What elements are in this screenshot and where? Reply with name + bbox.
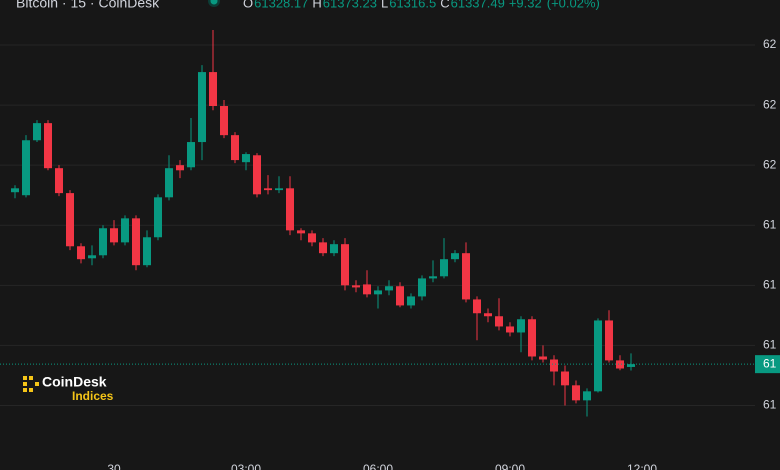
candle-body bbox=[308, 233, 316, 243]
candle-body bbox=[231, 135, 239, 161]
ohlc-value: 61316.5 bbox=[389, 0, 436, 10]
candle-body bbox=[484, 313, 492, 317]
candle-body bbox=[429, 276, 437, 279]
candle-body bbox=[539, 356, 547, 360]
x-tick-label: 12:00 bbox=[627, 462, 657, 470]
x-tick-label: 03:00 bbox=[231, 462, 261, 470]
candle-body bbox=[506, 326, 514, 333]
candle-body bbox=[352, 285, 360, 288]
candle-body bbox=[528, 319, 536, 357]
candle-body bbox=[297, 230, 305, 234]
logo-name: CoinDesk bbox=[42, 374, 107, 390]
candle-body bbox=[451, 253, 459, 260]
y-tick-label: 61 bbox=[763, 277, 777, 291]
candle-body bbox=[473, 299, 481, 314]
candle-body bbox=[396, 286, 404, 306]
candle-body bbox=[319, 242, 327, 254]
overlay: Bitcoin · 15 · CoinDesk O 61328.17 H 61373.… bbox=[0, 0, 780, 403]
candle-body bbox=[561, 371, 569, 386]
y-tick-label: 62 bbox=[763, 97, 777, 111]
ohlc-key: L bbox=[381, 0, 388, 10]
candle-body bbox=[242, 154, 250, 163]
price-label-box bbox=[755, 355, 780, 374]
candle-body bbox=[22, 140, 30, 196]
candle-body bbox=[176, 165, 184, 171]
y-tick-label: 61 bbox=[763, 398, 777, 412]
logo-icon bbox=[35, 382, 39, 386]
candle-body bbox=[66, 193, 74, 247]
x-tick-label: 30 bbox=[107, 462, 121, 470]
x-tick-label: 06:00 bbox=[363, 462, 393, 470]
status-dot bbox=[210, 0, 218, 5]
ohlc-value: 61373.23 bbox=[323, 0, 377, 10]
ohlc-change-pct: (+0.02%) bbox=[547, 0, 600, 10]
candle-body bbox=[594, 320, 602, 392]
candle-body bbox=[550, 359, 558, 372]
y-tick-label: 61 bbox=[763, 338, 777, 352]
ohlc-value: 61328.17 bbox=[254, 0, 308, 10]
logo-icon bbox=[29, 388, 33, 392]
logo-icon bbox=[23, 382, 27, 386]
candle-body bbox=[220, 106, 228, 136]
candle-body bbox=[132, 218, 140, 266]
candle-body bbox=[605, 320, 613, 361]
candle-body bbox=[286, 188, 294, 231]
logo-sub: Indices bbox=[72, 389, 114, 403]
y-tick-label: 61 bbox=[763, 217, 777, 231]
candle-body bbox=[121, 218, 129, 243]
ohlc-key: H bbox=[312, 0, 321, 10]
candle-body bbox=[143, 237, 151, 266]
candle-body bbox=[264, 188, 272, 191]
candle-body bbox=[627, 364, 635, 367]
chart-title: Bitcoin · 15 · CoinDesk bbox=[16, 0, 160, 11]
candle-body bbox=[572, 385, 580, 401]
candle-body bbox=[110, 228, 118, 243]
ohlc-key: C bbox=[440, 0, 449, 10]
candle-body bbox=[407, 296, 415, 306]
candle-body bbox=[418, 278, 426, 297]
price-label: 61 bbox=[763, 356, 777, 370]
candle-body bbox=[440, 259, 448, 277]
y-tick-label: 62 bbox=[763, 37, 777, 51]
ohlc-value: 61337.49 bbox=[451, 0, 505, 10]
logo-icon bbox=[23, 376, 27, 380]
candle-body bbox=[88, 255, 96, 259]
candle-body bbox=[275, 188, 283, 191]
candle-body bbox=[77, 246, 85, 260]
candle-body bbox=[11, 188, 19, 193]
x-tick-label: 09:00 bbox=[495, 462, 525, 470]
ohlc-header: O 61328.17 H 61373.23 L 61316.5 C 61337.49 +9.32… bbox=[243, 0, 600, 10]
logo: CoinDesk Indices bbox=[23, 374, 114, 403]
candle-body bbox=[253, 155, 261, 195]
candle-body bbox=[495, 316, 503, 327]
candle-body bbox=[33, 123, 41, 141]
candle-body bbox=[55, 168, 63, 194]
candle-body bbox=[198, 72, 206, 143]
candle-body bbox=[341, 244, 349, 286]
candle-body bbox=[374, 290, 382, 295]
candle-body bbox=[583, 391, 591, 401]
candle-body bbox=[616, 360, 624, 369]
ohlc-change: +9.32 bbox=[509, 0, 542, 10]
candle-body bbox=[385, 286, 393, 291]
y-tick-label: 62 bbox=[763, 157, 777, 171]
candle-body bbox=[517, 319, 525, 333]
candle-body bbox=[330, 244, 338, 254]
candle-body bbox=[165, 168, 173, 198]
candle-body bbox=[44, 123, 52, 169]
candle-body bbox=[187, 142, 195, 168]
candle-body bbox=[209, 72, 217, 107]
candle-body bbox=[99, 228, 107, 256]
logo-icon bbox=[29, 376, 33, 380]
ohlc-key: O bbox=[243, 0, 253, 10]
candle-body bbox=[462, 253, 470, 300]
candle-body bbox=[363, 284, 371, 295]
candles bbox=[11, 30, 635, 417]
candle-body bbox=[154, 197, 162, 238]
logo-icon bbox=[23, 388, 27, 392]
